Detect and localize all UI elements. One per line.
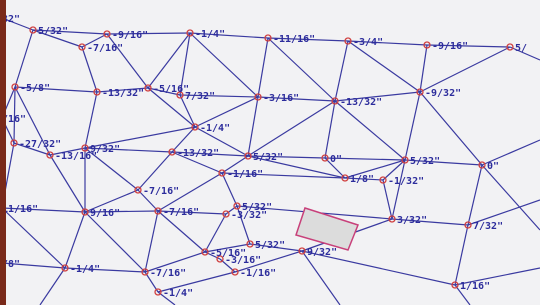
elevation-label: -1/4" (200, 123, 230, 134)
elevation-label: 9/16" (90, 208, 120, 219)
elevation-label: -3/32" (231, 210, 267, 221)
elevation-label: -7/16" (163, 207, 199, 218)
elevation-label: -11/16" (273, 34, 315, 45)
elevation-label: -1/4" (195, 29, 225, 40)
elevation-label: -3/16" (225, 255, 261, 266)
elevation-label: -9/16" (112, 30, 148, 41)
elevation-label: 5/ (515, 43, 527, 54)
elevation-label: 7/32" (185, 91, 215, 102)
elevation-label: 0" (330, 154, 342, 165)
elevation-label: 9/32" (90, 144, 120, 155)
elevation-label: -13/32" (340, 97, 382, 108)
elevation-label: -9/16" (432, 41, 468, 52)
elevation-label: -5/16" (153, 84, 189, 95)
elevation-label: -7/16" (143, 186, 179, 197)
elevation-label: -1/16" (240, 268, 276, 279)
elevation-label: 1/8" (350, 174, 374, 185)
elevation-label: -3/16" (263, 93, 299, 104)
elevation-label: -5/8" (20, 83, 50, 94)
tin-map: 32"5/32"-9/16"-7/16"-1/4"-11/16"-3/4"-9/… (0, 0, 540, 305)
left-border (0, 0, 6, 305)
elevation-label: 5/32" (410, 156, 440, 167)
elevation-label: -1/16" (227, 169, 263, 180)
elevation-label: -27/32" (19, 139, 61, 150)
elevation-label: 11/16" (2, 204, 38, 215)
elevation-label: 7/32" (473, 221, 503, 232)
elevation-label: -1/4" (70, 264, 100, 275)
elevation-label: 0" (487, 161, 499, 172)
elevation-label: -3/4" (353, 37, 383, 48)
elevation-label: 3/32" (397, 215, 427, 226)
elevation-label: -13/32" (102, 88, 144, 99)
elevation-label: 5/32" (38, 26, 68, 37)
elevation-label: 5/32" (253, 152, 283, 163)
elevation-label: 9/32" (307, 247, 337, 258)
elevation-label: -9/32" (425, 88, 461, 99)
elevation-label: -7/16" (150, 268, 186, 279)
elevation-label: -1/4" (163, 288, 193, 299)
elevation-label: -13/32" (177, 148, 219, 159)
elevation-label: -1/32" (388, 176, 424, 187)
elevation-label: 1/16" (460, 281, 490, 292)
elevation-label: 5/32" (255, 240, 285, 251)
elevation-label: -7/16" (87, 43, 123, 54)
